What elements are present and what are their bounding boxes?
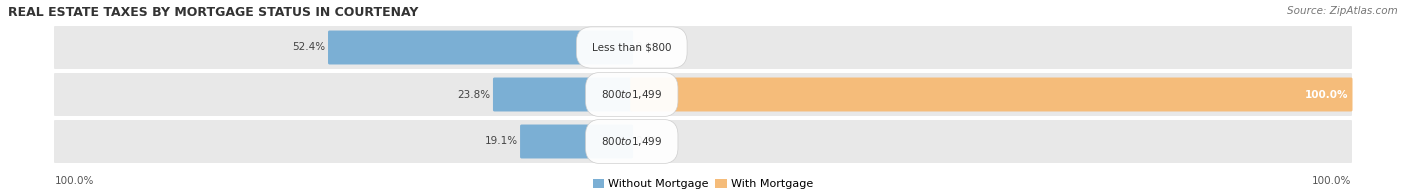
FancyBboxPatch shape <box>53 120 1353 163</box>
Text: 0.0%: 0.0% <box>636 136 662 146</box>
Text: 52.4%: 52.4% <box>292 43 326 52</box>
Legend: Without Mortgage, With Mortgage: Without Mortgage, With Mortgage <box>593 179 813 190</box>
Text: 19.1%: 19.1% <box>485 136 517 146</box>
Text: 100.0%: 100.0% <box>1305 90 1348 99</box>
Text: 0.0%: 0.0% <box>636 43 662 52</box>
Text: Source: ZipAtlas.com: Source: ZipAtlas.com <box>1288 6 1398 16</box>
Text: $800 to $1,499: $800 to $1,499 <box>602 88 662 101</box>
Text: 100.0%: 100.0% <box>1312 176 1351 186</box>
Text: 23.8%: 23.8% <box>457 90 491 99</box>
Text: 100.0%: 100.0% <box>55 176 94 186</box>
FancyBboxPatch shape <box>53 26 1353 69</box>
FancyBboxPatch shape <box>630 78 1353 112</box>
FancyBboxPatch shape <box>520 125 633 159</box>
FancyBboxPatch shape <box>494 78 633 112</box>
Text: REAL ESTATE TAXES BY MORTGAGE STATUS IN COURTENAY: REAL ESTATE TAXES BY MORTGAGE STATUS IN … <box>8 6 419 19</box>
FancyBboxPatch shape <box>53 73 1353 116</box>
Text: $800 to $1,499: $800 to $1,499 <box>602 135 662 148</box>
FancyBboxPatch shape <box>328 31 633 65</box>
Text: Less than $800: Less than $800 <box>592 43 672 52</box>
